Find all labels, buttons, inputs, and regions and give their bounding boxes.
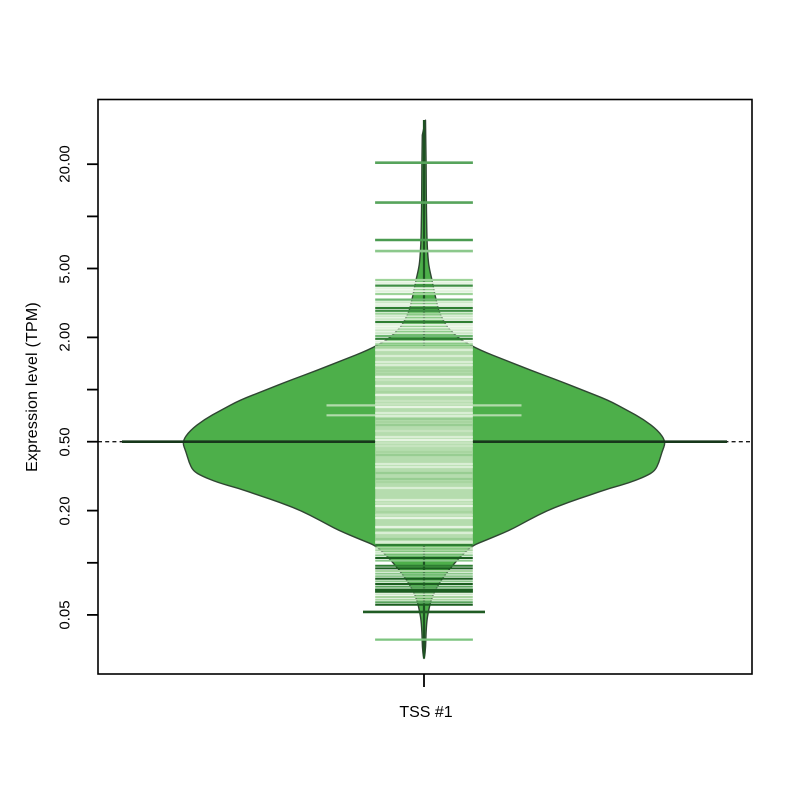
y-tick-label: 20.00 — [56, 145, 74, 183]
y-axis-title: Expression level (TPM) — [24, 302, 41, 472]
x-category-label: TSS #1 — [399, 704, 453, 721]
y-tick-label: 0.20 — [56, 495, 74, 526]
y-tick-label: 0.05 — [56, 600, 74, 630]
y-tick-label: 0.50 — [56, 427, 74, 457]
y-tick-label: 5.00 — [56, 253, 74, 284]
y-tick-label: 2.00 — [56, 322, 74, 352]
